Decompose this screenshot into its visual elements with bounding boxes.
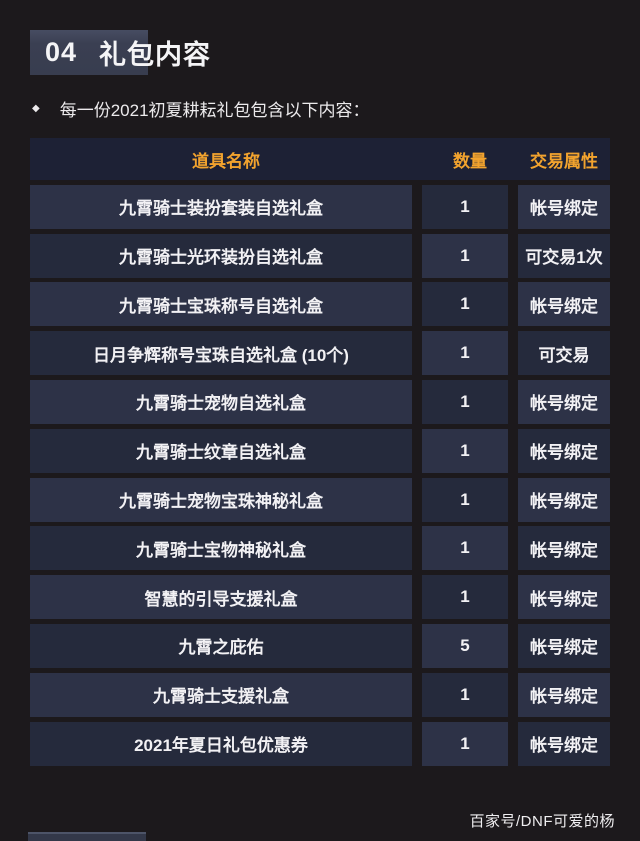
- cell-quantity: 1: [422, 575, 508, 620]
- table-row: 九霄之庇佑 5 帐号绑定: [30, 623, 610, 668]
- cell-trade-attribute: 可交易: [518, 331, 610, 376]
- cell-item-name: 九霄之庇佑: [30, 623, 412, 668]
- cell-item-name: 九霄骑士纹章自选礼盒: [30, 428, 412, 473]
- cell-item-name: 智慧的引导支援礼盒: [30, 575, 412, 620]
- intro-text: 每一份2021初夏耕耘礼包包含以下内容：: [59, 101, 370, 120]
- table-row: 九霄骑士宠物宝珠神秘礼盒 1 帐号绑定: [30, 477, 610, 522]
- gift-contents-table: 道具名称 数量 交易属性 九霄骑士装扮套装自选礼盒 1 帐号绑定 九霄骑士光环装扮自选…: [30, 138, 610, 766]
- column-header-quantity: 数量: [453, 151, 487, 171]
- table-row: 九霄骑士纹章自选礼盒 1 帐号绑定: [30, 428, 610, 473]
- cell-trade-attribute: 帐号绑定: [518, 184, 610, 229]
- cell-trade-attribute: 帐号绑定: [518, 379, 610, 424]
- next-section-box-cutoff: [28, 832, 146, 841]
- cell-quantity: 1: [422, 477, 508, 522]
- cell-quantity: 1: [422, 721, 508, 766]
- section-number-box: [30, 30, 148, 75]
- table-row: 日月争辉称号宝珠自选礼盒 (10个) 1 可交易: [30, 331, 610, 376]
- cell-quantity: 1: [422, 672, 508, 717]
- cell-item-name: 九霄骑士宠物自选礼盒: [30, 379, 412, 424]
- column-header-item-name: 道具名称: [192, 151, 260, 171]
- cell-quantity: 1: [422, 233, 508, 278]
- cell-trade-attribute: 帐号绑定: [518, 428, 610, 473]
- table-row: 九霄骑士宝珠称号自选礼盒 1 帐号绑定: [30, 282, 610, 327]
- cell-trade-attribute: 帐号绑定: [518, 672, 610, 717]
- column-header-trade-attribute: 交易属性: [530, 151, 598, 171]
- cell-trade-attribute: 可交易1次: [518, 233, 610, 278]
- cell-quantity: 1: [422, 331, 508, 376]
- cell-trade-attribute: 帐号绑定: [518, 623, 610, 668]
- cell-quantity: 1: [422, 428, 508, 473]
- cell-trade-attribute: 帐号绑定: [518, 477, 610, 522]
- author-credit: 百家号/DNF可爱的杨: [469, 813, 615, 830]
- cell-item-name: 九霄骑士宝珠称号自选礼盒: [30, 282, 412, 327]
- table-row: 九霄骑士装扮套装自选礼盒 1 帐号绑定: [30, 184, 610, 229]
- section-number: 04: [45, 37, 78, 67]
- cell-trade-attribute: 帐号绑定: [518, 721, 610, 766]
- cell-item-name: 九霄骑士宠物宝珠神秘礼盒: [30, 477, 412, 522]
- table-row: 2021年夏日礼包优惠券 1 帐号绑定: [30, 721, 610, 766]
- table-header-row: 道具名称 数量 交易属性: [30, 138, 610, 180]
- cell-quantity: 1: [422, 526, 508, 571]
- cell-item-name: 九霄骑士光环装扮自选礼盒: [30, 233, 412, 278]
- cell-quantity: 1: [422, 379, 508, 424]
- cell-quantity: 1: [422, 184, 508, 229]
- cell-item-name: 九霄骑士装扮套装自选礼盒: [30, 184, 412, 229]
- table-body: 九霄骑士装扮套装自选礼盒 1 帐号绑定 九霄骑士光环装扮自选礼盒 1 可交易1次 九霄骑士宝…: [30, 184, 610, 766]
- table-row: 智慧的引导支援礼盒 1 帐号绑定: [30, 575, 610, 620]
- table-row: 九霄骑士宠物自选礼盒 1 帐号绑定: [30, 379, 610, 424]
- page-title: 礼包内容: [99, 40, 212, 70]
- cell-trade-attribute: 帐号绑定: [518, 282, 610, 327]
- table-row: 九霄骑士光环装扮自选礼盒 1 可交易1次: [30, 233, 610, 278]
- section-header: 04 礼包内容: [45, 30, 211, 75]
- cell-item-name: 日月争辉称号宝珠自选礼盒 (10个): [30, 331, 412, 376]
- cell-trade-attribute: 帐号绑定: [518, 575, 610, 620]
- cell-item-name: 九霄骑士宝物神秘礼盒: [30, 526, 412, 571]
- cell-quantity: 5: [422, 623, 508, 668]
- intro-line: ◆ 每一份2021初夏耕耘礼包包含以下内容：: [32, 96, 608, 121]
- table-row: 九霄骑士支援礼盒 1 帐号绑定: [30, 672, 610, 717]
- diamond-bullet-icon: ◆: [32, 102, 40, 114]
- table-row: 九霄骑士宝物神秘礼盒 1 帐号绑定: [30, 526, 610, 571]
- cell-item-name: 2021年夏日礼包优惠券: [30, 721, 412, 766]
- cell-item-name: 九霄骑士支援礼盒: [30, 672, 412, 717]
- cell-trade-attribute: 帐号绑定: [518, 526, 610, 571]
- cell-quantity: 1: [422, 282, 508, 327]
